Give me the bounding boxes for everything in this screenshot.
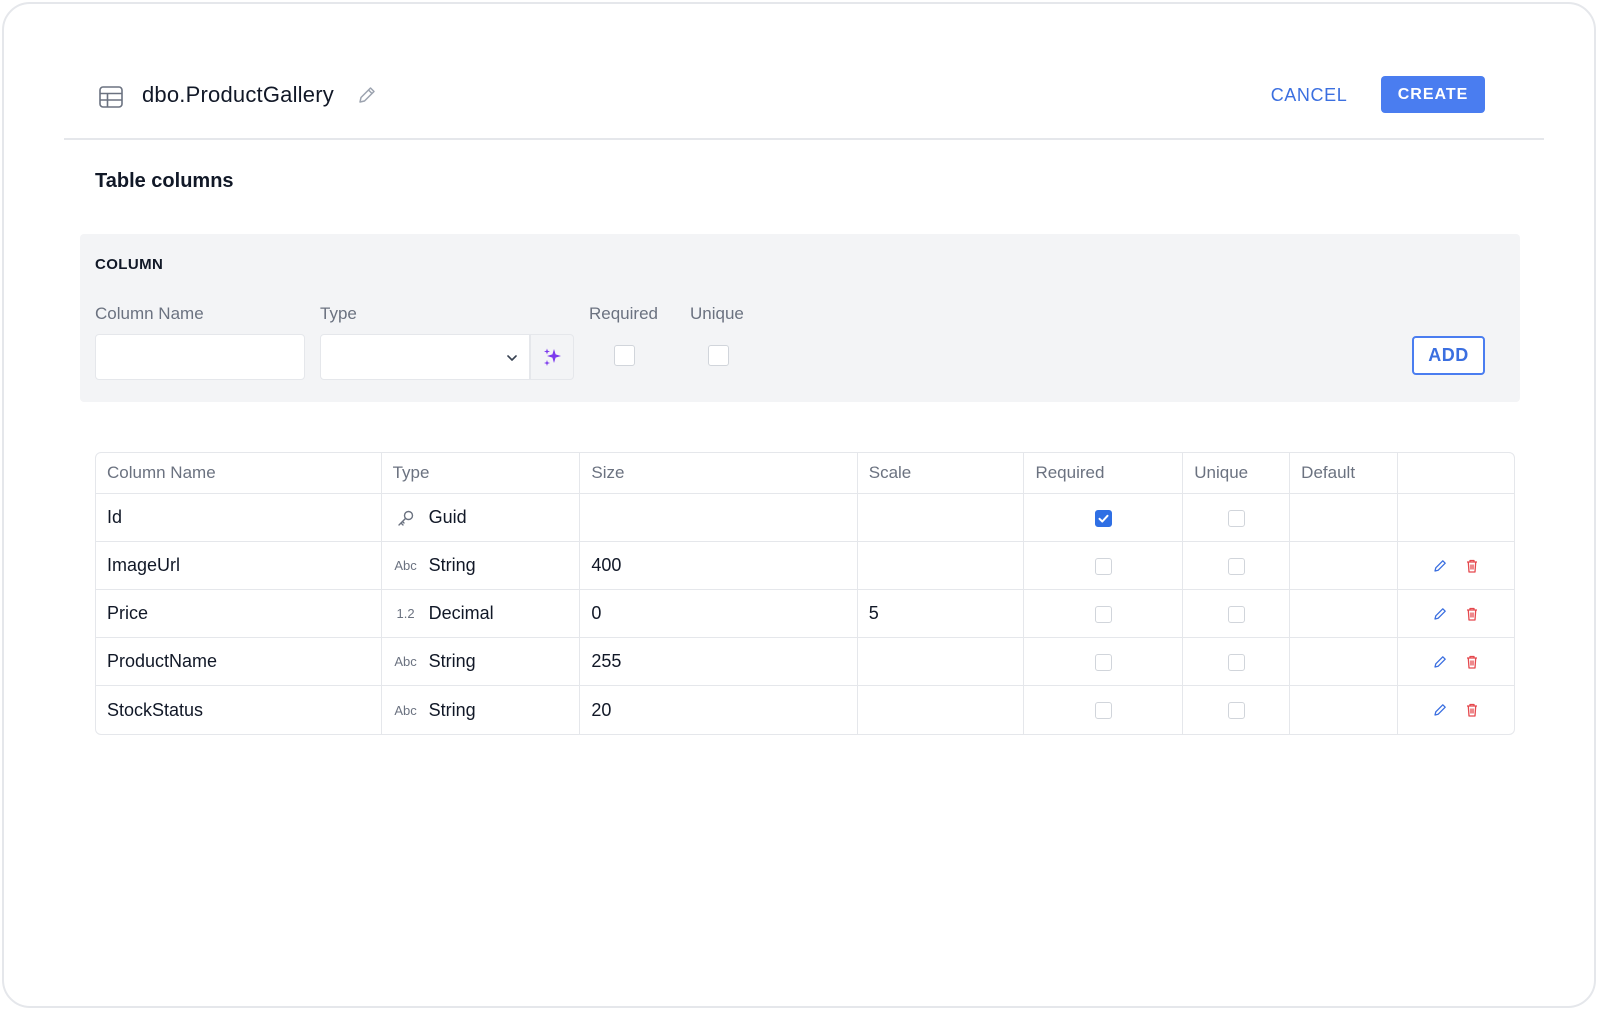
abc-icon: Abc [394, 654, 417, 669]
cell-scale [857, 542, 1025, 590]
cell-default [1290, 686, 1399, 734]
cell-scale [858, 686, 1025, 734]
cell-type: String [428, 699, 476, 720]
cancel-button[interactable]: CANCEL [1256, 77, 1362, 113]
column-name-input[interactable] [95, 334, 305, 380]
key-icon [393, 508, 419, 528]
trash-icon[interactable] [1464, 702, 1480, 718]
cell-scale [857, 638, 1025, 686]
header-actions [1398, 453, 1514, 494]
cell-default [1290, 494, 1399, 542]
abc-icon: Abc [394, 702, 417, 718]
cell-default [1290, 590, 1399, 638]
cell-type: Guid [428, 507, 467, 527]
required-cell-checkbox[interactable] [1094, 509, 1112, 527]
required-checkbox[interactable] [614, 345, 635, 366]
ai-suggest-button[interactable] [530, 334, 574, 380]
cell-column-name: Price [96, 590, 382, 638]
header-default: Default [1290, 453, 1399, 494]
unique-cell-checkbox[interactable] [1227, 653, 1245, 671]
unique-cell-checkbox[interactable] [1227, 509, 1245, 527]
cell-type: String [428, 651, 476, 671]
header-column-name: Column Name [96, 453, 382, 494]
table-row[interactable]: Id Guid [96, 494, 1514, 542]
unique-cell-checkbox[interactable] [1227, 605, 1245, 623]
edit-icon[interactable] [1432, 606, 1448, 622]
table-header-row: Column Name Type Size Scale Required Uni… [96, 453, 1514, 494]
sparkle-icon [544, 348, 561, 366]
cell-type: Decimal [428, 603, 494, 623]
header-unique: Unique [1183, 453, 1291, 494]
table-row[interactable]: Price 1.2 Decimal 0 5 [96, 590, 1514, 638]
table-name-title: dbo.ProductGallery [142, 82, 334, 107]
unique-cell-checkbox[interactable] [1227, 702, 1245, 720]
decimal-icon: 1.2 [396, 606, 415, 621]
column-name-label: Column Name [95, 304, 204, 323]
cell-actions-empty [1398, 494, 1514, 542]
cell-size: 255 [580, 638, 858, 686]
edit-icon[interactable] [1432, 558, 1448, 574]
add-column-form: COLUMN Column Name Type Required Unique [80, 234, 1520, 402]
abc-icon: Abc [394, 558, 417, 573]
cell-column-name: StockStatus [96, 686, 382, 734]
cell-size: 20 [580, 686, 858, 734]
section-title: Table columns [95, 170, 234, 192]
table-row[interactable]: StockStatus Abc String 20 [96, 686, 1514, 734]
cell-size: 0 [580, 590, 858, 638]
required-cell-checkbox[interactable] [1094, 702, 1112, 720]
required-label: Required [589, 304, 658, 323]
panel-header: dbo.ProductGallery CANCEL CREATE [64, 62, 1544, 140]
edit-icon[interactable] [1432, 654, 1448, 670]
trash-icon[interactable] [1464, 606, 1480, 622]
edit-name-icon[interactable] [356, 84, 378, 106]
unique-checkbox[interactable] [708, 345, 729, 366]
create-table-panel: dbo.ProductGallery CANCEL CREATE Table c… [64, 62, 1544, 962]
header-type: Type [381, 453, 581, 494]
trash-icon[interactable] [1464, 654, 1480, 670]
columns-table: Column Name Type Size Scale Required Uni… [95, 452, 1515, 735]
cell-type: String [428, 555, 476, 575]
checkmark-icon [1098, 514, 1109, 523]
header-scale: Scale [857, 453, 1025, 494]
header-size: Size [580, 453, 858, 494]
type-label: Type [320, 304, 357, 323]
required-cell-checkbox[interactable] [1094, 557, 1112, 575]
cell-scale [857, 494, 1025, 542]
cell-size [580, 494, 858, 542]
cell-column-name: ProductName [96, 638, 382, 686]
required-cell-checkbox[interactable] [1094, 653, 1112, 671]
cell-column-name: Id [96, 494, 382, 542]
table-row[interactable]: ProductName Abc String 255 [96, 638, 1514, 686]
add-column-button[interactable]: ADD [1412, 336, 1485, 375]
type-select[interactable] [320, 334, 530, 380]
header-required: Required [1024, 453, 1184, 494]
table-row[interactable]: ImageUrl Abc String 400 [96, 542, 1514, 590]
trash-icon[interactable] [1464, 558, 1480, 574]
chevron-down-icon [507, 355, 517, 361]
table-icon [99, 86, 123, 108]
create-button[interactable]: CREATE [1381, 76, 1485, 113]
cell-default [1290, 638, 1399, 686]
unique-cell-checkbox[interactable] [1227, 557, 1245, 575]
form-heading: COLUMN [95, 256, 164, 273]
edit-icon[interactable] [1432, 702, 1448, 718]
unique-label: Unique [690, 304, 744, 323]
cell-column-name: ImageUrl [96, 542, 382, 590]
cell-size: 400 [580, 542, 858, 590]
cell-default [1290, 542, 1399, 590]
required-cell-checkbox[interactable] [1094, 605, 1112, 623]
cell-scale: 5 [857, 590, 1025, 638]
